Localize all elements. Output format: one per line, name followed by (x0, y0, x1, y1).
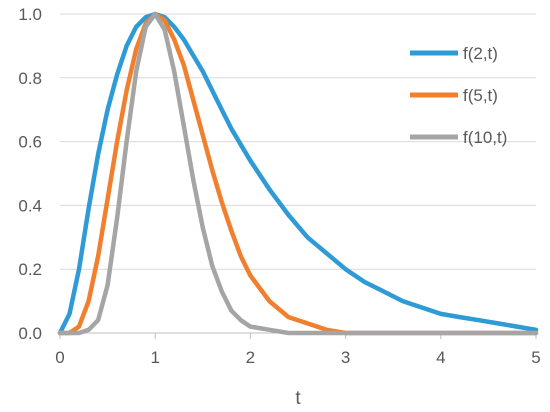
x-axis-title: t (295, 388, 301, 409)
gridlines (60, 13, 536, 270)
y-tick-label: 1.0 (18, 5, 42, 24)
y-tick-label: 0.6 (18, 133, 42, 152)
y-tick-label: 0.8 (18, 69, 42, 88)
legend: f(2,t) f(5,t) f(10,t) (410, 44, 507, 147)
x-tick-label: 0 (55, 348, 64, 367)
legend-label-1: f(2,t) (463, 44, 498, 63)
legend-label-3: f(10,t) (463, 128, 507, 147)
series-lines (57, 11, 539, 336)
legend-label-2: f(5,t) (463, 86, 498, 105)
y-tick-label: 0.2 (18, 260, 42, 279)
x-tick-label: 2 (246, 348, 255, 367)
series-line-3 (57, 11, 539, 336)
y-tick-label: 0.0 (18, 324, 42, 343)
series-line-1 (57, 11, 539, 336)
x-tick-label: 1 (150, 348, 159, 367)
x-tick-label: 3 (341, 348, 350, 367)
x-tick-label: 5 (531, 348, 540, 367)
y-tick-label: 0.4 (18, 196, 42, 215)
x-tick-label: 4 (436, 348, 445, 367)
